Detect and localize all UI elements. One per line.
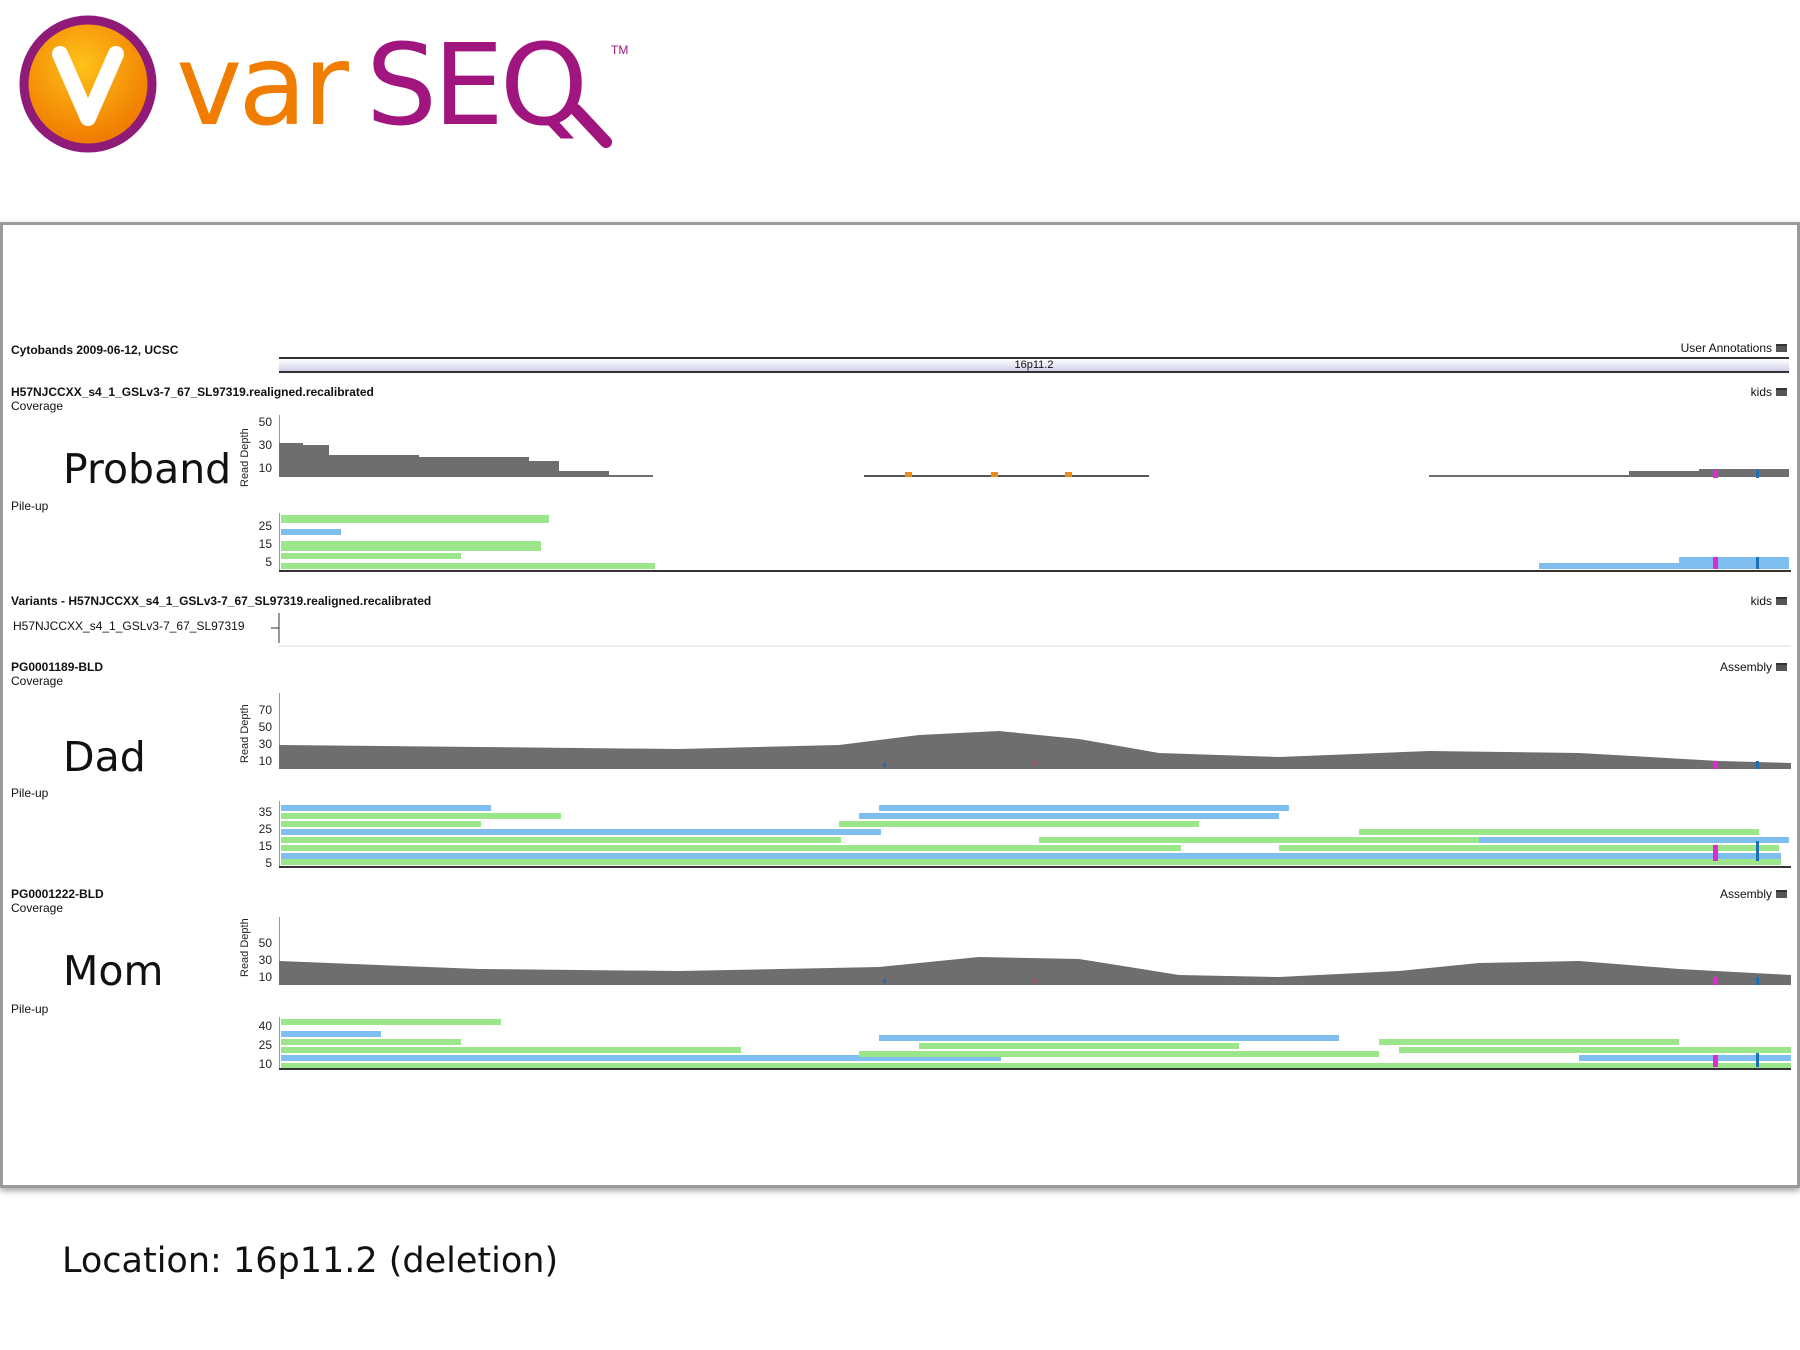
mom-coverage-label: Coverage [11,901,64,915]
mom-coverage-plot[interactable] [279,917,1791,989]
proband-pileup-tick: 5 [265,555,272,569]
dad-pileup-tick: 15 [258,839,272,853]
trademark: TM [611,43,628,57]
variants-track-title: Variants - H57NJCCXX_s4_1_GSLv3-7_67_SL9… [11,594,432,608]
folder-icon[interactable] [1776,344,1787,352]
proband-coverage-label: Coverage [11,399,64,413]
mom-cov-tick: 30 [258,953,272,967]
proband-pileup-tick: 25 [258,519,272,533]
dad-cov-tick: 30 [258,737,272,751]
proband-cov-tick: 30 [258,438,272,452]
logo-badge-icon [19,15,157,153]
cytoband-16p11-2[interactable]: 16p11.2 [279,357,1789,373]
mom-cov-tick: 10 [258,970,272,984]
mom-assembly-menu[interactable]: Assembly [1720,887,1787,901]
user-annotations-menu[interactable]: User Annotations [1681,341,1787,355]
dad-cov-tick: 10 [258,754,272,768]
proband-pileup-tick: 15 [258,537,272,551]
dad-label: Dad [63,733,146,781]
mom-pileup-tick: 40 [258,1019,272,1033]
dad-track-title: PG0001189-BLD [11,660,104,674]
dad-coverage-plot[interactable] [279,693,1791,773]
variants-sample-label[interactable]: H57NJCCXX_s4_1_GSLv3-7_67_SL97319 [13,619,245,633]
dad-assembly-menu[interactable]: Assembly [1720,660,1787,674]
cytobands-track-title: Cytobands 2009-06-12, UCSC [11,343,179,357]
dad-pileup-label: Pile-up [11,786,49,800]
mom-pileup-label: Pile-up [11,1002,49,1016]
proband-cov-tick: 10 [258,461,272,475]
folder-icon[interactable] [1776,597,1787,605]
dad-cov-tick: 50 [258,720,272,734]
mom-pileup-tick: 10 [258,1057,272,1071]
dad-pileup-plot[interactable] [279,801,1791,871]
genome-browser-panel[interactable]: Cytobands 2009-06-12, UCSC User Annotati… [0,222,1800,1188]
proband-track-title: H57NJCCXX_s4_1_GSLv3-7_67_SL97319.realig… [11,385,374,399]
dad-pileup-tick: 35 [258,805,272,819]
proband-annotation-label: kids [1750,385,1772,399]
dad-annotation-label: Assembly [1719,660,1772,674]
proband-kids-menu[interactable]: kids [1751,385,1787,399]
varseq-logo: var SEQ TM [19,15,628,153]
dad-pileup-tick: 5 [265,856,272,870]
dad-cov-tick: 70 [258,703,272,717]
folder-icon[interactable] [1776,388,1787,396]
folder-icon[interactable] [1776,890,1787,898]
variants-plot[interactable] [271,613,1791,647]
dad-coverage-label: Coverage [11,674,64,688]
mom-annotation-label: Assembly [1719,887,1772,901]
proband-cov-tick: 50 [258,415,272,429]
mom-pileup-tick: 25 [258,1038,272,1052]
mom-pileup-plot[interactable] [279,1017,1791,1073]
proband-coverage-plot[interactable] [279,415,1791,485]
proband-pileup-label: Pile-up [11,499,49,513]
mom-track-title: PG0001222-BLD [11,887,104,901]
dad-pileup-tick: 25 [258,822,272,836]
proband-pileup-plot[interactable] [279,513,1791,575]
variants-kids-menu[interactable]: kids [1751,594,1787,608]
proband-label: Proband [63,445,232,493]
mom-cov-tick: 50 [258,936,272,950]
svg-text:var: var [176,21,350,151]
user-annotations-label: User Annotations [1680,341,1772,355]
variants-annotation-label: kids [1750,594,1772,608]
folder-icon[interactable] [1776,663,1787,671]
mom-label: Mom [63,947,164,995]
location-caption: Location: 16p11.2 (deletion) [62,1241,559,1281]
svg-text:SEQ: SEQ [366,21,584,151]
